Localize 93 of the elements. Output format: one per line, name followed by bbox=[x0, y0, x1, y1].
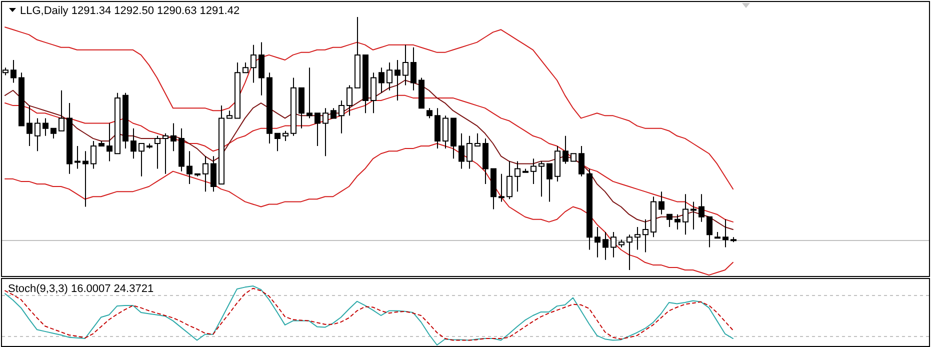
candlestick bbox=[618, 239, 624, 248]
candlestick bbox=[578, 146, 584, 177]
candlestick bbox=[490, 168, 496, 210]
candlestick bbox=[498, 173, 504, 202]
candlestick bbox=[34, 118, 40, 152]
candlestick bbox=[362, 54, 368, 114]
candlestick bbox=[386, 62, 392, 91]
chart-title: Stoch(9,3,3) 16.0007 24.3721 bbox=[8, 283, 154, 295]
candlestick bbox=[258, 42, 264, 96]
candlestick bbox=[146, 143, 152, 150]
candlestick bbox=[346, 84, 352, 116]
candlestick bbox=[194, 173, 200, 177]
candlestick bbox=[482, 138, 488, 184]
candlestick bbox=[114, 92, 120, 154]
candlestick bbox=[314, 112, 320, 147]
candlestick bbox=[162, 132, 168, 174]
candlestick bbox=[18, 72, 24, 126]
candlestick bbox=[594, 226, 600, 258]
candlestick bbox=[434, 108, 440, 150]
candlestick bbox=[730, 236, 736, 243]
candlestick bbox=[626, 234, 632, 270]
candlestick bbox=[682, 194, 688, 236]
candlestick bbox=[650, 196, 656, 238]
candlestick bbox=[674, 214, 680, 230]
candlestick bbox=[306, 67, 312, 119]
candlestick bbox=[178, 128, 184, 172]
candlestick bbox=[282, 130, 288, 142]
candlestick bbox=[642, 218, 648, 253]
candlestick bbox=[602, 232, 608, 260]
candlestick bbox=[418, 77, 424, 109]
candlestick bbox=[42, 118, 48, 136]
candlestick bbox=[330, 108, 336, 119]
candlestick bbox=[450, 118, 456, 160]
candlestick bbox=[466, 135, 472, 170]
candlestick bbox=[722, 218, 728, 248]
candlestick bbox=[98, 140, 104, 147]
candlestick bbox=[570, 153, 576, 162]
candlestick bbox=[474, 132, 480, 147]
candlestick bbox=[554, 146, 560, 182]
candlestick bbox=[402, 44, 408, 86]
candlestick bbox=[538, 160, 544, 198]
candlestick bbox=[666, 214, 672, 228]
candlestick bbox=[514, 160, 520, 192]
candlestick bbox=[50, 128, 56, 139]
candlestick bbox=[562, 135, 568, 164]
candlestick bbox=[106, 122, 112, 162]
candlestick bbox=[458, 132, 464, 170]
candlestick bbox=[90, 140, 96, 170]
candlestick bbox=[186, 150, 192, 184]
candlestick bbox=[154, 135, 160, 170]
candlestick bbox=[242, 62, 248, 74]
candlestick bbox=[170, 122, 176, 152]
candlestick bbox=[522, 168, 528, 173]
candlestick bbox=[506, 160, 512, 200]
candlestick bbox=[378, 67, 384, 94]
candlestick bbox=[634, 226, 640, 250]
candlestick bbox=[354, 16, 360, 88]
candlestick bbox=[426, 108, 432, 119]
candlestick bbox=[226, 110, 232, 119]
candlestick bbox=[370, 72, 376, 114]
candlestick bbox=[338, 100, 344, 134]
candlestick bbox=[26, 105, 32, 147]
candlestick bbox=[82, 150, 88, 208]
chart-title: LLG,Daily 1291.34 1292.50 1290.63 1291.42 bbox=[20, 5, 240, 17]
candlestick bbox=[698, 194, 704, 222]
candlestick bbox=[530, 158, 536, 184]
candlestick bbox=[690, 201, 696, 230]
candlestick bbox=[546, 163, 552, 202]
candlestick bbox=[234, 62, 240, 119]
candlestick bbox=[714, 232, 720, 239]
candlestick bbox=[394, 60, 400, 101]
candlestick bbox=[658, 191, 664, 215]
candlestick bbox=[706, 216, 712, 248]
candlestick bbox=[74, 146, 80, 170]
candlestick bbox=[210, 156, 216, 192]
candlestick bbox=[442, 115, 448, 150]
candlestick bbox=[250, 44, 256, 84]
candlestick bbox=[202, 156, 208, 192]
candlestick bbox=[410, 46, 416, 91]
candlestick bbox=[218, 105, 224, 184]
candlestick bbox=[58, 90, 64, 132]
candlestick bbox=[274, 132, 280, 152]
candlestick bbox=[610, 232, 616, 258]
candlestick bbox=[122, 92, 128, 150]
candlestick bbox=[290, 77, 296, 136]
candlestick bbox=[10, 60, 16, 84]
candlestick bbox=[138, 143, 144, 177]
candlestick bbox=[586, 168, 592, 250]
candlestick bbox=[322, 108, 328, 157]
candlestick bbox=[66, 102, 72, 174]
candlestick bbox=[266, 72, 272, 144]
candlestick bbox=[298, 87, 304, 129]
candlestick bbox=[130, 128, 136, 160]
